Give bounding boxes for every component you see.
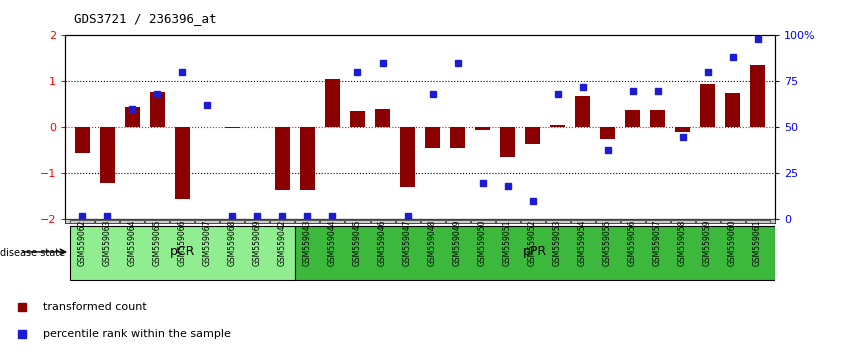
Text: GSM559054: GSM559054 <box>578 219 587 266</box>
Bar <box>475 127 490 130</box>
FancyBboxPatch shape <box>295 219 320 223</box>
Text: GSM559065: GSM559065 <box>153 219 162 266</box>
Text: GSM559068: GSM559068 <box>228 219 237 266</box>
Text: GSM559047: GSM559047 <box>403 219 412 266</box>
FancyBboxPatch shape <box>221 219 244 223</box>
FancyBboxPatch shape <box>546 219 570 223</box>
FancyBboxPatch shape <box>421 219 444 223</box>
Bar <box>725 93 740 127</box>
Text: disease state: disease state <box>0 248 68 258</box>
Text: GSM559061: GSM559061 <box>753 219 762 266</box>
Text: GSM559042: GSM559042 <box>278 219 287 266</box>
FancyBboxPatch shape <box>445 219 469 223</box>
Text: percentile rank within the sample: percentile rank within the sample <box>43 329 231 339</box>
FancyBboxPatch shape <box>196 219 219 223</box>
Bar <box>100 127 115 183</box>
FancyBboxPatch shape <box>120 219 145 223</box>
Bar <box>375 109 390 127</box>
FancyBboxPatch shape <box>320 219 345 223</box>
Bar <box>225 127 240 129</box>
FancyBboxPatch shape <box>145 219 170 223</box>
Text: GSM559063: GSM559063 <box>103 219 112 266</box>
Bar <box>150 92 165 127</box>
Text: GSM559055: GSM559055 <box>603 219 612 266</box>
FancyBboxPatch shape <box>495 219 520 223</box>
FancyBboxPatch shape <box>670 219 695 223</box>
FancyBboxPatch shape <box>746 219 770 223</box>
Bar <box>275 127 290 190</box>
FancyBboxPatch shape <box>70 219 94 223</box>
Bar <box>625 110 640 127</box>
Text: GSM559060: GSM559060 <box>728 219 737 266</box>
Bar <box>425 127 440 148</box>
Bar <box>125 107 140 127</box>
Text: GSM559044: GSM559044 <box>328 219 337 266</box>
Text: pPR: pPR <box>523 245 547 258</box>
Text: GSM559062: GSM559062 <box>78 219 87 266</box>
Text: GSM559066: GSM559066 <box>178 219 187 266</box>
Text: GSM559052: GSM559052 <box>528 219 537 266</box>
Bar <box>350 111 365 127</box>
Bar <box>450 127 465 148</box>
Text: pCR: pCR <box>170 245 195 258</box>
FancyBboxPatch shape <box>520 219 545 223</box>
Text: GSM559059: GSM559059 <box>703 219 712 266</box>
Text: GSM559045: GSM559045 <box>353 219 362 266</box>
Bar <box>700 84 715 127</box>
FancyBboxPatch shape <box>245 219 269 223</box>
Text: GSM559048: GSM559048 <box>428 219 437 266</box>
FancyBboxPatch shape <box>596 219 619 223</box>
Text: GSM559057: GSM559057 <box>653 219 662 266</box>
Bar <box>75 127 90 153</box>
FancyBboxPatch shape <box>621 219 644 223</box>
Text: GSM559051: GSM559051 <box>503 219 512 266</box>
Text: GSM559056: GSM559056 <box>628 219 637 266</box>
FancyBboxPatch shape <box>270 219 294 223</box>
FancyBboxPatch shape <box>396 219 419 223</box>
Bar <box>650 110 665 127</box>
Text: transformed count: transformed count <box>43 302 147 312</box>
FancyBboxPatch shape <box>645 219 669 223</box>
Text: GSM559043: GSM559043 <box>303 219 312 266</box>
Bar <box>575 96 590 127</box>
FancyBboxPatch shape <box>346 219 370 223</box>
Text: GSM559053: GSM559053 <box>553 219 562 266</box>
Bar <box>500 127 515 157</box>
Text: GDS3721 / 236396_at: GDS3721 / 236396_at <box>74 12 216 25</box>
FancyBboxPatch shape <box>470 219 494 223</box>
Text: GSM559069: GSM559069 <box>253 219 262 266</box>
FancyBboxPatch shape <box>721 219 745 223</box>
Text: GSM559058: GSM559058 <box>678 219 687 266</box>
Bar <box>70 226 295 280</box>
FancyBboxPatch shape <box>171 219 195 223</box>
FancyBboxPatch shape <box>95 219 120 223</box>
Bar <box>525 127 540 144</box>
Bar <box>400 127 415 187</box>
Text: GSM559064: GSM559064 <box>128 219 137 266</box>
FancyBboxPatch shape <box>695 219 720 223</box>
FancyBboxPatch shape <box>371 219 395 223</box>
Text: GSM559067: GSM559067 <box>203 219 212 266</box>
Bar <box>325 79 340 127</box>
Text: GSM559050: GSM559050 <box>478 219 487 266</box>
Bar <box>550 125 565 127</box>
Bar <box>600 127 615 139</box>
Bar <box>675 127 690 132</box>
Text: GSM559049: GSM559049 <box>453 219 462 266</box>
Bar <box>295 226 775 280</box>
Bar <box>750 65 765 127</box>
Bar <box>300 127 315 190</box>
FancyBboxPatch shape <box>571 219 595 223</box>
Bar <box>175 127 190 199</box>
Text: GSM559046: GSM559046 <box>378 219 387 266</box>
